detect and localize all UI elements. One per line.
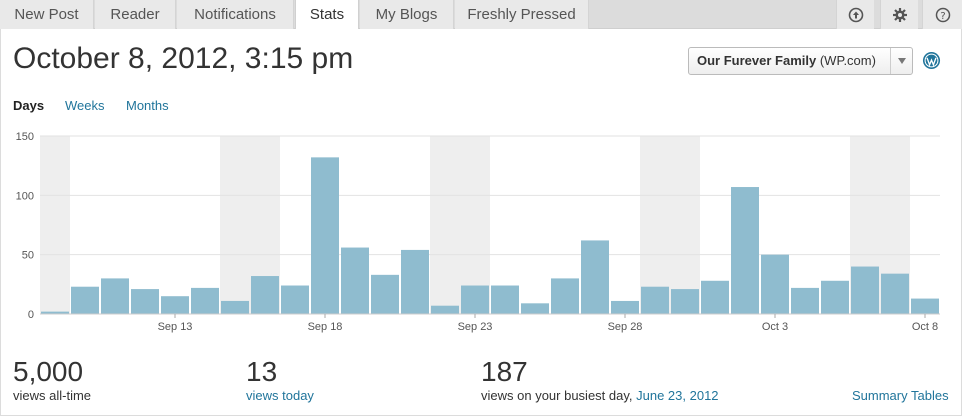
x-tick-label: Sep 28 [608, 321, 643, 333]
weekend-shade [40, 136, 70, 314]
tab-notifications[interactable]: Notifications [177, 0, 294, 29]
bar [611, 300, 639, 314]
stat-busiest-value: 187 [481, 356, 528, 387]
bar [311, 157, 339, 314]
tab-freshly-pressed[interactable]: Freshly Pressed [455, 0, 589, 29]
x-tick-label: Oct 3 [762, 321, 788, 333]
bar [101, 278, 129, 314]
summary-tables-link[interactable]: Summary Tables [852, 388, 949, 403]
blog-suffix: (WP.com) [819, 53, 876, 68]
stat-all-time-value: 5,000 [13, 356, 84, 387]
bar [701, 280, 729, 314]
page-title: October 8, 2012, 3:15 pm [13, 42, 354, 75]
bar [281, 285, 309, 314]
period-months[interactable]: Months [126, 98, 169, 113]
bar [41, 311, 69, 314]
tab-my-blogs[interactable]: My Blogs [360, 0, 454, 29]
chevron-down-icon [890, 48, 912, 74]
period-days[interactable]: Days [13, 98, 45, 113]
bar [791, 287, 819, 314]
bar [881, 273, 909, 314]
upload-icon[interactable] [836, 0, 874, 29]
x-tick-label: Sep 18 [308, 321, 343, 333]
bar [161, 296, 189, 314]
top-tab-bar: New Post Reader Notifications Stats My Blogs… [0, 0, 962, 30]
gear-icon[interactable] [880, 0, 918, 29]
bar [131, 289, 159, 314]
tab-stats[interactable]: Stats [295, 0, 359, 30]
bar [521, 303, 549, 314]
tab-new-post[interactable]: New Post [0, 0, 94, 29]
wordpress-logo-icon[interactable] [922, 51, 941, 70]
x-tick-label: Sep 23 [458, 321, 493, 333]
bar [191, 287, 219, 314]
stat-busiest-text: views on your busiest day, [481, 388, 633, 403]
bar [731, 187, 759, 314]
bar [851, 266, 879, 314]
bar [581, 240, 609, 314]
bar [401, 249, 429, 314]
bar [431, 305, 459, 314]
help-icon[interactable]: ? [922, 0, 962, 29]
blog-selector[interactable]: Our Furever Family (WP.com) [688, 47, 913, 75]
bar [461, 285, 489, 314]
y-tick-label: 100 [16, 190, 34, 202]
bar [71, 286, 99, 314]
blog-name: Our Furever Family [697, 53, 817, 68]
bar [671, 289, 699, 314]
busiest-date-link[interactable]: June 23, 2012 [636, 388, 719, 403]
svg-text:?: ? [940, 11, 945, 22]
weekend-shade [640, 136, 700, 314]
bar [641, 286, 669, 314]
views-bar-chart: 0 50 100 150 Sep 13 Sep 18 Sep 23 Sep 28 Oct 3 Oc… [16, 131, 940, 333]
bar [821, 280, 849, 314]
stat-all-time-label: views all-time [13, 388, 92, 403]
bar [491, 285, 519, 314]
stat-busiest-label: views on your busiest day, June 23, 2012 [481, 388, 719, 403]
period-weeks[interactable]: Weeks [65, 98, 105, 113]
bar [341, 247, 369, 314]
x-tick-label: Oct 8 [912, 321, 938, 333]
bar [251, 276, 279, 314]
tab-reader[interactable]: Reader [95, 0, 176, 29]
bar [221, 300, 249, 314]
bar [371, 274, 399, 314]
y-tick-label: 150 [16, 131, 34, 143]
stat-today-link[interactable]: views today [246, 388, 314, 403]
y-tick-label: 0 [28, 309, 34, 321]
x-tick-label: Sep 13 [158, 321, 193, 333]
y-tick-label: 50 [22, 250, 34, 262]
bar [911, 298, 939, 314]
weekend-shade [430, 136, 490, 314]
bar [761, 254, 789, 314]
bar [551, 278, 579, 314]
stat-today-value: 13 [246, 356, 278, 387]
